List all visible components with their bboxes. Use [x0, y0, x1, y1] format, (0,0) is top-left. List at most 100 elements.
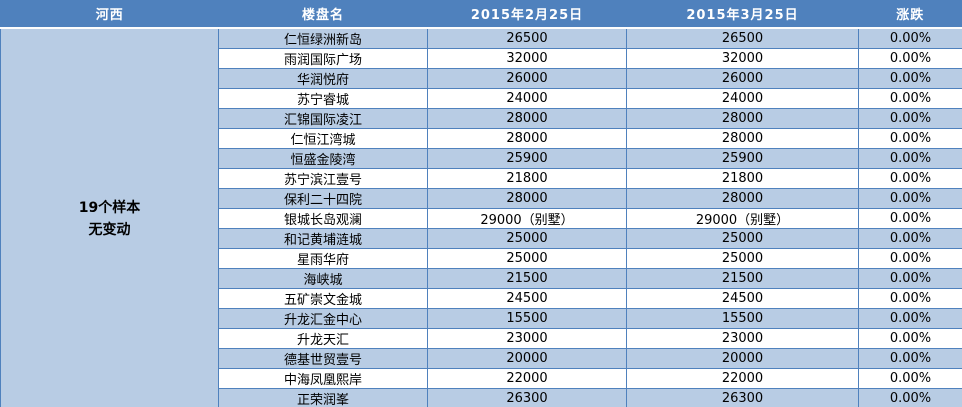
change-cell: 0.00% — [858, 108, 962, 129]
price-date1-cell: 29000（别墅） — [427, 208, 627, 229]
price-date1-cell: 24500 — [427, 288, 627, 309]
price-date2-cell: 26300 — [626, 388, 859, 407]
price-date2-cell: 21500 — [626, 268, 859, 289]
table-row: 苏宁睿城 24000 24000 0.00% — [1, 88, 962, 109]
summary-sample-count: 19个样本 — [78, 199, 141, 216]
property-name-cell: 保利二十四院 — [218, 188, 428, 209]
property-name-cell: 苏宁滨江壹号 — [218, 168, 428, 189]
header-row: 河西 楼盘名 2015年2月25日 2015年3月25日 涨跌 — [0, 0, 962, 29]
column-header-date1: 2015年2月25日 — [427, 0, 627, 29]
change-cell: 0.00% — [858, 228, 962, 249]
property-name-cell: 和记黄埔涟城 — [218, 228, 428, 249]
table-row: 汇锦国际凌江 28000 28000 0.00% — [1, 108, 962, 129]
price-date2-cell: 28000 — [626, 188, 859, 209]
change-cell: 0.00% — [858, 348, 962, 369]
price-date1-cell: 23000 — [427, 328, 627, 349]
table-row: 和记黄埔涟城 25000 25000 0.00% — [1, 228, 962, 249]
price-date1-cell: 32000 — [427, 48, 627, 69]
table-row: 升龙汇金中心 15500 15500 0.00% — [1, 308, 962, 329]
price-date2-cell: 25000 — [626, 248, 859, 269]
change-cell: 0.00% — [858, 328, 962, 349]
column-header-property: 楼盘名 — [218, 0, 428, 29]
change-cell: 0.00% — [858, 268, 962, 289]
property-name-cell: 仁恒江湾城 — [218, 128, 428, 149]
price-date1-cell: 22000 — [427, 368, 627, 389]
table-row: 恒盛金陵湾 25900 25900 0.00% — [1, 148, 962, 169]
price-date2-cell: 24000 — [626, 88, 859, 109]
price-date1-cell: 26000 — [427, 68, 627, 89]
column-header-date2: 2015年3月25日 — [626, 0, 859, 29]
property-name-cell: 五矿崇文金城 — [218, 288, 428, 309]
price-date2-cell: 29000（别墅） — [626, 208, 859, 229]
price-date2-cell: 23000 — [626, 328, 859, 349]
price-date2-cell: 26500 — [626, 27, 859, 49]
change-cell: 0.00% — [858, 368, 962, 389]
price-date1-cell: 26500 — [427, 27, 627, 49]
table-row: 保利二十四院 28000 28000 0.00% — [1, 188, 962, 209]
change-cell: 0.00% — [858, 288, 962, 309]
change-cell: 0.00% — [858, 248, 962, 269]
table-row: 雨润国际广场 32000 32000 0.00% — [1, 48, 962, 69]
change-cell: 0.00% — [858, 27, 962, 49]
property-name-cell: 升龙汇金中心 — [218, 308, 428, 329]
table-row: 星雨华府 25000 25000 0.00% — [1, 248, 962, 269]
property-name-cell: 苏宁睿城 — [218, 88, 428, 109]
table-row: 银城长岛观澜 29000（别墅） 29000（别墅） 0.00% — [1, 208, 962, 229]
table-row: 升龙天汇 23000 23000 0.00% — [1, 328, 962, 349]
price-date1-cell: 21800 — [427, 168, 627, 189]
price-date2-cell: 25900 — [626, 148, 859, 169]
price-date1-cell: 24000 — [427, 88, 627, 109]
property-name-cell: 德基世贸壹号 — [218, 348, 428, 369]
summary-change-note: 无变动 — [88, 221, 131, 238]
price-date2-cell: 15500 — [626, 308, 859, 329]
price-date2-cell: 25000 — [626, 228, 859, 249]
change-cell: 0.00% — [858, 148, 962, 169]
price-date1-cell: 25000 — [427, 228, 627, 249]
change-cell: 0.00% — [858, 68, 962, 89]
change-cell: 0.00% — [858, 48, 962, 69]
table-row: 中海凤凰熙岸 22000 22000 0.00% — [1, 368, 962, 389]
property-name-cell: 中海凤凰熙岸 — [218, 368, 428, 389]
property-name-cell: 汇锦国际凌江 — [218, 108, 428, 129]
column-header-change: 涨跌 — [858, 0, 962, 29]
property-name-cell: 华润悦府 — [218, 68, 428, 89]
table-row: 五矿崇文金城 24500 24500 0.00% — [1, 288, 962, 309]
change-cell: 0.00% — [858, 188, 962, 209]
price-date1-cell: 26300 — [427, 388, 627, 407]
price-date2-cell: 28000 — [626, 128, 859, 149]
price-date1-cell: 28000 — [427, 128, 627, 149]
region-summary-cell: 19个样本 无变动 — [0, 27, 219, 407]
price-date1-cell: 21500 — [427, 268, 627, 289]
property-name-cell: 银城长岛观澜 — [218, 208, 428, 229]
price-date2-cell: 32000 — [626, 48, 859, 69]
table-row: 正荣润峯 26300 26300 0.00% — [1, 388, 962, 407]
price-date1-cell: 25000 — [427, 248, 627, 269]
change-cell: 0.00% — [858, 168, 962, 189]
price-date1-cell: 15500 — [427, 308, 627, 329]
property-name-cell: 仁恒绿洲新岛 — [218, 27, 428, 49]
table-row: 19个样本 无变动 仁恒绿洲新岛 26500 26500 0.00% — [0, 27, 962, 407]
price-date1-cell: 28000 — [427, 188, 627, 209]
property-name-cell: 星雨华府 — [218, 248, 428, 269]
price-date2-cell: 26000 — [626, 68, 859, 89]
table-row: 苏宁滨江壹号 21800 21800 0.00% — [1, 168, 962, 189]
change-cell: 0.00% — [858, 88, 962, 109]
price-date1-cell: 20000 — [427, 348, 627, 369]
property-name-cell: 雨润国际广场 — [218, 48, 428, 69]
change-cell: 0.00% — [858, 128, 962, 149]
price-date2-cell: 24500 — [626, 288, 859, 309]
change-cell: 0.00% — [858, 388, 962, 407]
column-header-region: 河西 — [0, 0, 219, 29]
price-date1-cell: 25900 — [427, 148, 627, 169]
price-date2-cell: 21800 — [626, 168, 859, 189]
table-row: 仁恒江湾城 28000 28000 0.00% — [1, 128, 962, 149]
table-body: 19个样本 无变动 仁恒绿洲新岛 26500 26500 0.00% 雨润国际广… — [0, 27, 962, 407]
price-date1-cell: 28000 — [427, 108, 627, 129]
change-cell: 0.00% — [858, 308, 962, 329]
price-date2-cell: 20000 — [626, 348, 859, 369]
change-cell: 0.00% — [858, 208, 962, 229]
price-date2-cell: 22000 — [626, 368, 859, 389]
property-name-cell: 正荣润峯 — [218, 388, 428, 407]
table-header: 河西 楼盘名 2015年2月25日 2015年3月25日 涨跌 — [0, 0, 962, 29]
